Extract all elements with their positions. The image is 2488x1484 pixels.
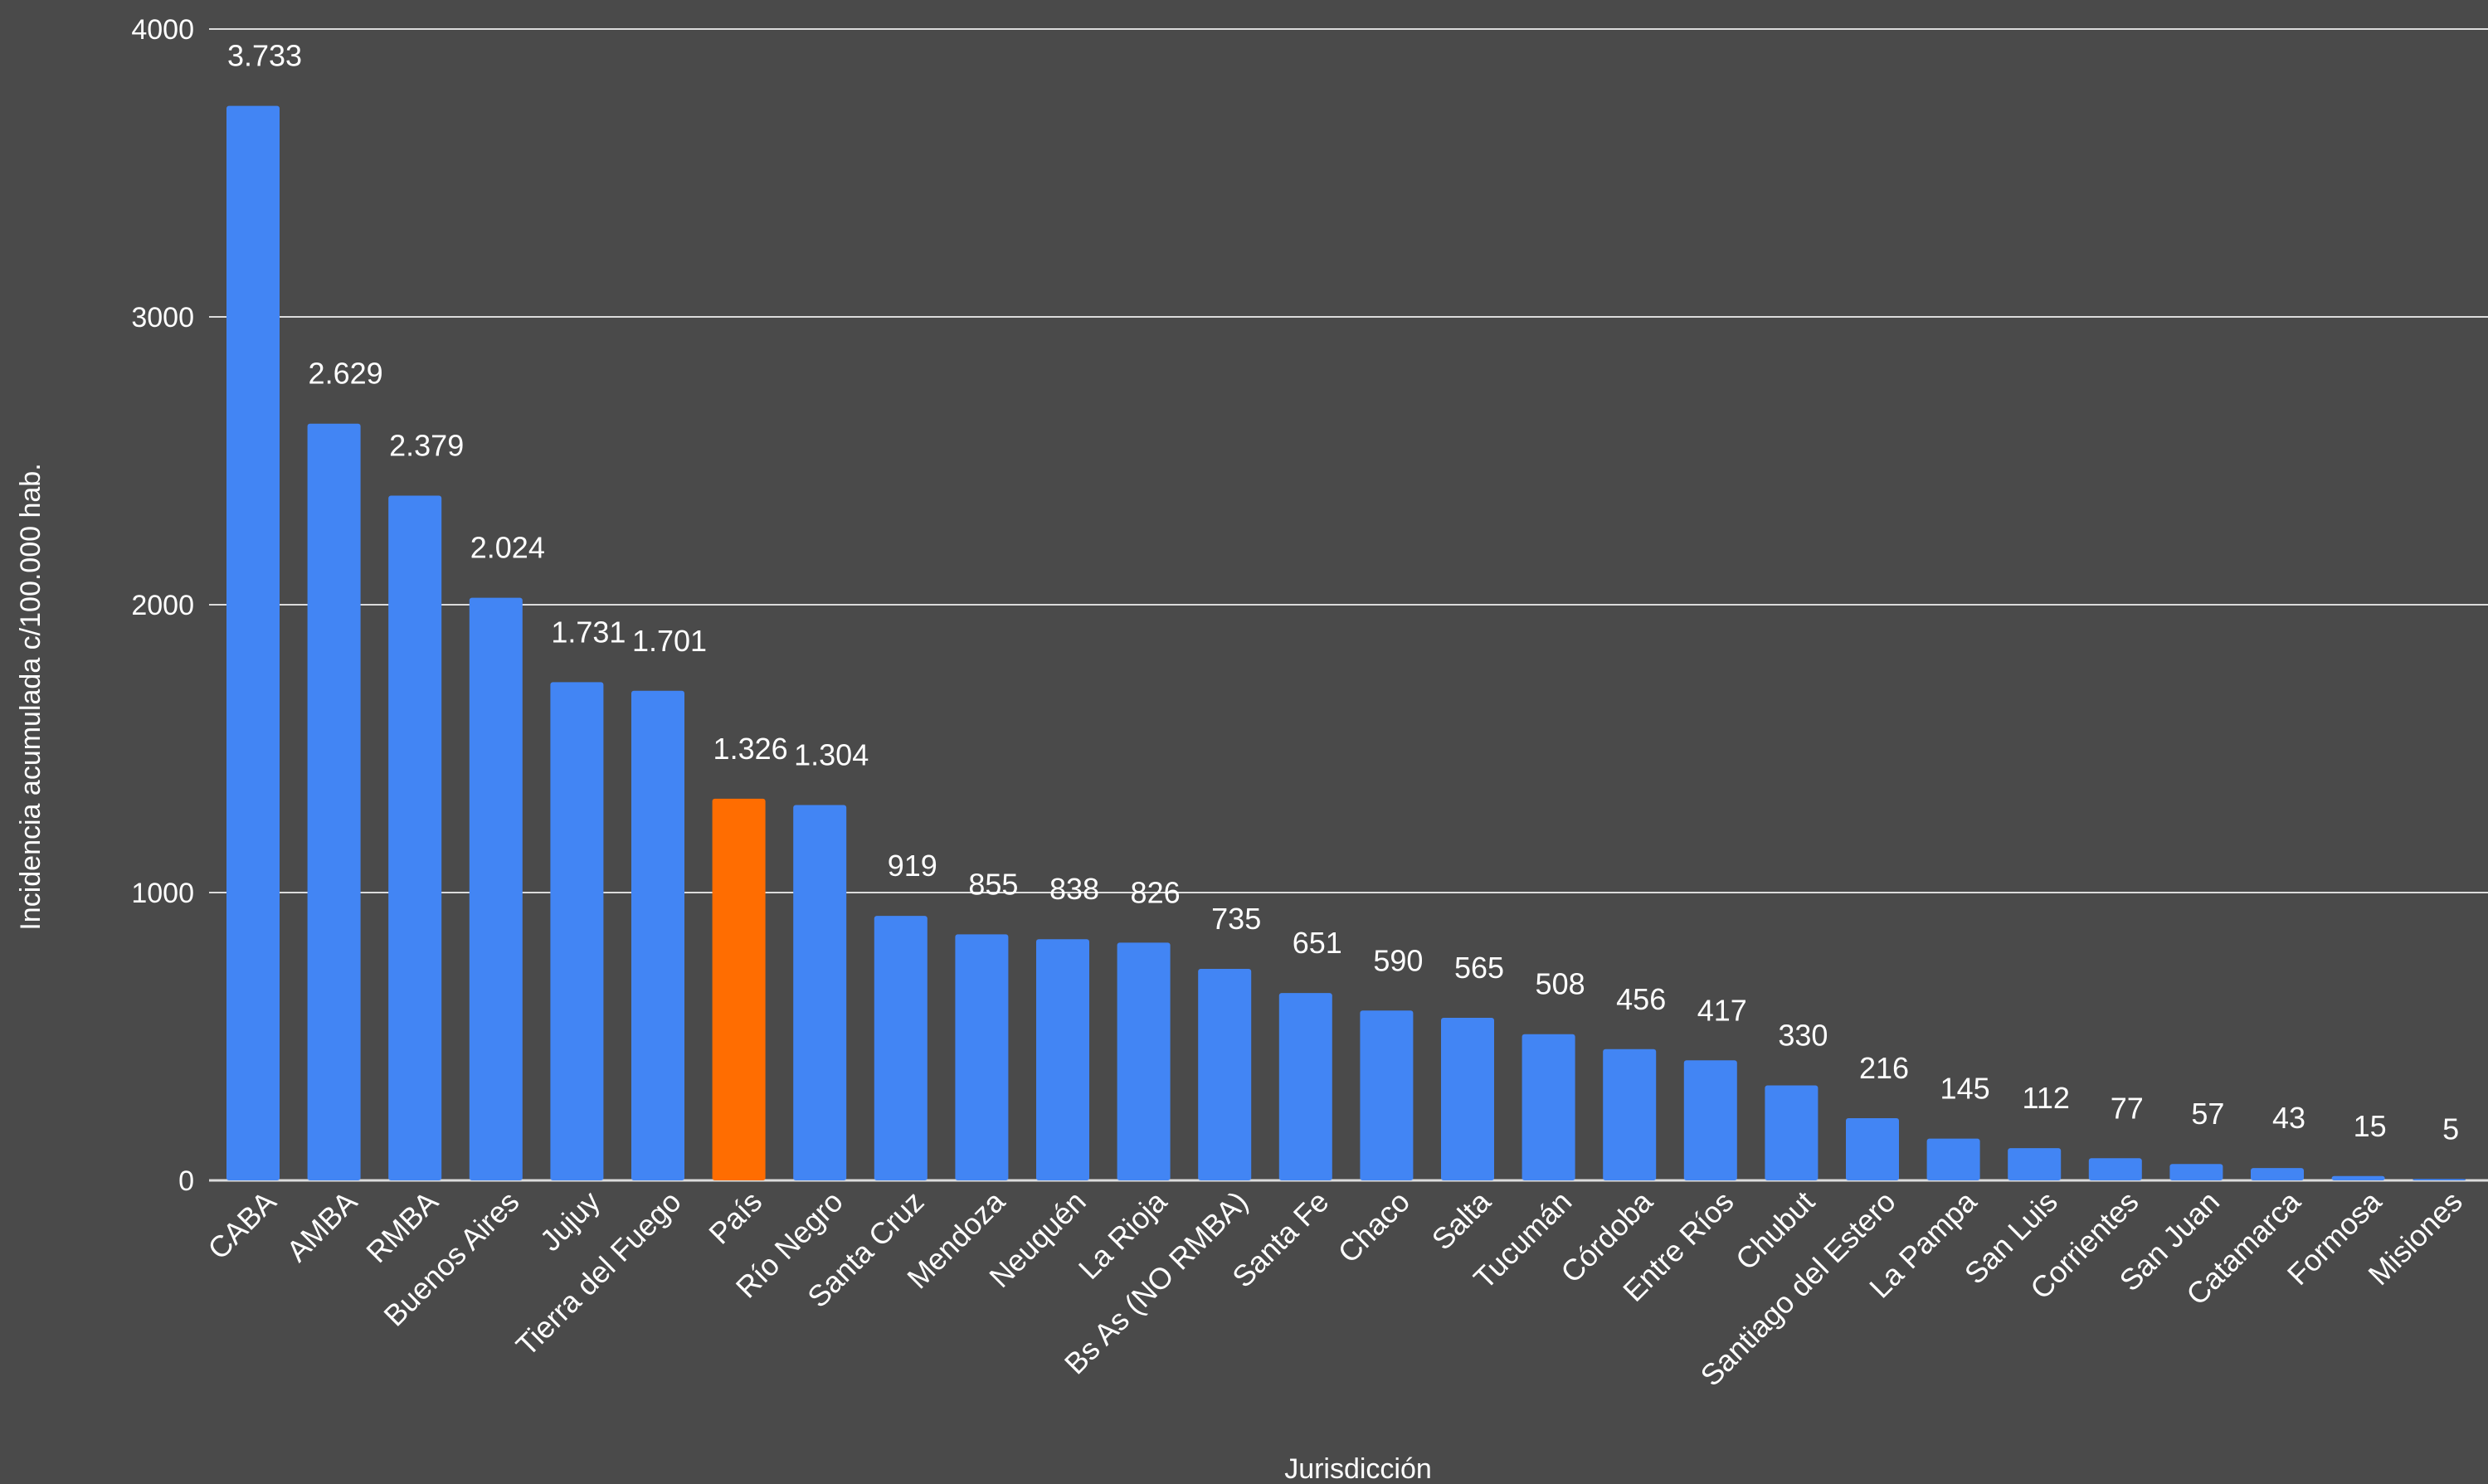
y-axis-ticks: 0 1000 2000 3000 4000	[131, 14, 194, 1197]
bar	[2331, 1175, 2385, 1180]
data-label: 838	[1049, 872, 1099, 906]
bar	[1278, 993, 1332, 1180]
data-label: 1.304	[794, 738, 869, 772]
y-tick-label: 0	[178, 1165, 194, 1197]
y-tick-label: 1000	[131, 878, 194, 909]
data-label: 77	[2111, 1091, 2144, 1125]
data-label: 216	[1859, 1051, 1909, 1085]
bar	[1926, 1138, 1980, 1180]
bar	[1198, 968, 1252, 1180]
data-label: 5	[2442, 1112, 2459, 1146]
bar	[2008, 1148, 2062, 1180]
bar	[2088, 1158, 2142, 1180]
bar	[2413, 1179, 2466, 1180]
data-label: 651	[1293, 926, 1342, 960]
data-label: 590	[1373, 943, 1423, 977]
x-axis-title: Jurisdicción	[1284, 1453, 1432, 1484]
bar	[874, 916, 928, 1180]
data-label: 2.379	[389, 428, 464, 462]
bar	[1603, 1049, 1657, 1180]
data-label: 456	[1616, 982, 1666, 1016]
bar	[1036, 939, 1089, 1180]
bar	[1683, 1060, 1737, 1180]
data-label: 1.731	[551, 615, 626, 649]
data-label: 919	[888, 849, 937, 883]
bar	[955, 934, 1009, 1180]
data-label: 417	[1697, 993, 1747, 1027]
data-label: 826	[1131, 875, 1181, 909]
data-label: 3.733	[227, 39, 302, 73]
data-label: 57	[2191, 1097, 2224, 1131]
bar	[2251, 1168, 2304, 1180]
bar	[307, 423, 361, 1180]
bar	[1360, 1010, 1414, 1180]
data-label: 330	[1778, 1018, 1828, 1052]
y-tick-label: 2000	[131, 590, 194, 621]
bar	[226, 105, 280, 1180]
bars	[226, 105, 2466, 1180]
bar	[1846, 1118, 1899, 1180]
bar	[631, 690, 684, 1180]
bar	[1522, 1034, 1575, 1180]
bar	[1441, 1017, 1494, 1180]
data-label: 15	[2354, 1109, 2387, 1143]
data-label: 2.629	[309, 357, 383, 391]
data-label: 2.024	[470, 531, 545, 565]
data-label: 565	[1454, 951, 1504, 985]
bar	[1117, 942, 1171, 1180]
bar	[2169, 1164, 2223, 1180]
data-label: 1.326	[713, 732, 788, 766]
bar	[1765, 1085, 1819, 1180]
bar	[712, 798, 766, 1180]
data-label: 735	[1211, 902, 1261, 936]
bar	[388, 495, 442, 1180]
data-labels: 3.733 2.629 2.379 2.024 1.731 1.701 1.326 1.304…	[227, 39, 2459, 1146]
y-tick-label: 4000	[131, 14, 194, 46]
data-label: 43	[2272, 1101, 2305, 1135]
y-axis-title: Incidencia acumulada c/100.000 hab.	[15, 463, 46, 930]
data-label: 855	[968, 867, 1018, 901]
bar	[469, 597, 523, 1180]
data-label: 508	[1536, 967, 1585, 1001]
y-tick-label: 3000	[131, 302, 194, 333]
data-label: 1.701	[632, 624, 707, 658]
bar	[550, 682, 604, 1180]
data-label: 145	[1940, 1072, 1990, 1106]
bar	[793, 805, 847, 1180]
data-label: 112	[2022, 1081, 2069, 1115]
